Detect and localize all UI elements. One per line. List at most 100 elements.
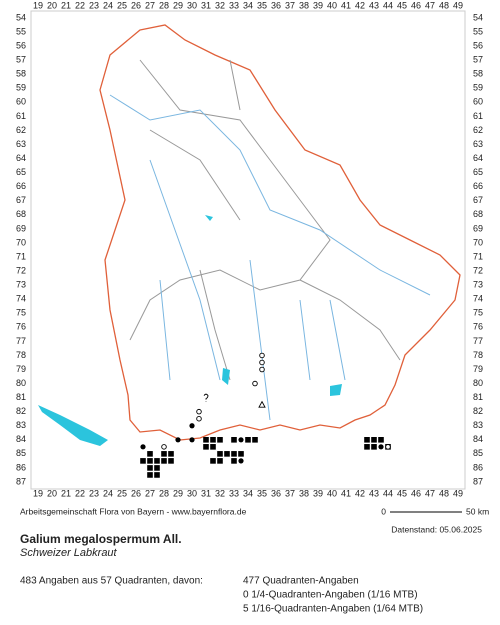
row-label: 75 [16, 308, 26, 318]
map-frame [30, 10, 466, 490]
column-label: 48 [439, 0, 449, 10]
row-label: 79 [473, 364, 483, 374]
column-label: 49 [453, 0, 463, 10]
district-borders [129, 59, 401, 381]
column-label: 26 [131, 0, 141, 10]
record-square [378, 437, 384, 443]
row-label: 84 [473, 434, 483, 444]
row-label: 69 [473, 223, 483, 233]
row-label: 85 [473, 448, 483, 458]
record-square [371, 437, 377, 443]
record-circle [259, 359, 265, 366]
record-square [161, 458, 167, 464]
record-circle [196, 415, 202, 422]
date: Datenstand: 05.06.2025 [391, 524, 482, 534]
column-label: 31 [201, 0, 211, 10]
column-label: 38 [299, 488, 309, 498]
row-label: 87 [473, 476, 483, 486]
row-label: 55 [473, 26, 483, 36]
record-square [364, 444, 370, 450]
row-label: 68 [16, 209, 26, 219]
column-label: 47 [425, 0, 435, 10]
row-label: 61 [473, 111, 483, 121]
record-square [217, 458, 223, 464]
record-circle [259, 352, 265, 359]
record-square [245, 437, 251, 443]
column-label: 46 [411, 488, 421, 498]
record-circle [161, 444, 167, 450]
column-label: 30 [187, 0, 197, 10]
species: Galium megalospermum All. [20, 532, 182, 546]
record-dot [378, 444, 384, 450]
row-label: 79 [16, 364, 26, 374]
record-square [203, 444, 209, 450]
record-circle [385, 444, 391, 450]
column-label: 44 [383, 488, 393, 498]
record-dot [147, 451, 153, 457]
column-label: 19 [33, 0, 43, 10]
record-dot [175, 437, 181, 443]
record-dot [189, 437, 195, 443]
column-label: 38 [299, 0, 309, 10]
column-label: 37 [285, 488, 295, 498]
row-label: 76 [473, 322, 483, 332]
common-name: Schweizer Labkraut [20, 547, 118, 559]
column-label: 20 [47, 0, 57, 10]
record-circle [259, 366, 265, 373]
row-label: 62 [473, 125, 483, 135]
summary: 483 Angaben aus 57 Quadranten, davon: [20, 576, 203, 587]
record-circle [196, 408, 202, 415]
row-label: 65 [473, 167, 483, 177]
row-label: 82 [16, 406, 26, 416]
row-label: 56 [473, 40, 483, 50]
row-label: 85 [16, 448, 26, 458]
record-dot [140, 444, 146, 450]
column-label: 36 [271, 488, 281, 498]
row-label: 63 [473, 139, 483, 149]
row-label: 64 [16, 153, 26, 163]
record-square [154, 472, 160, 478]
breakdown: 477 Quadranten-Angaben [243, 576, 359, 587]
column-label: 41 [341, 488, 351, 498]
row-label: 57 [473, 55, 483, 65]
column-label: 41 [341, 0, 351, 10]
record-square [140, 458, 146, 464]
grid: 19 19 20 20 21 21 22 22 23 23 24 24 25 25 26 26 27 27 28 28… [16, 0, 483, 498]
column-label: 42 [355, 488, 365, 498]
record-square [147, 472, 153, 478]
record-triangle [258, 400, 266, 408]
record-square [154, 465, 160, 471]
record-square [231, 451, 237, 457]
lake [38, 405, 108, 446]
row-label: 80 [473, 378, 483, 388]
row-label: 73 [473, 280, 483, 290]
column-label: 37 [285, 0, 295, 10]
records [140, 352, 391, 478]
row-label: 63 [16, 139, 26, 149]
record-dot [238, 437, 244, 443]
column-label: 45 [397, 488, 407, 498]
row-label: 62 [16, 125, 26, 135]
record-query [203, 393, 209, 402]
record-square [252, 437, 258, 443]
column-label: 26 [131, 488, 141, 498]
column-label: 47 [425, 488, 435, 498]
row-label: 72 [16, 265, 26, 275]
column-label: 29 [173, 488, 183, 498]
record-square [217, 437, 223, 443]
row-label: 81 [16, 392, 26, 402]
row-label: 72 [473, 265, 483, 275]
column-label: 19 [33, 488, 43, 498]
row-label: 86 [473, 462, 483, 472]
rivers [109, 94, 431, 421]
column-label: 32 [215, 488, 225, 498]
row-label: 73 [16, 280, 26, 290]
row-label: 83 [16, 420, 26, 430]
record-square [364, 437, 370, 443]
column-label: 21 [61, 488, 71, 498]
row-label: 59 [16, 83, 26, 93]
scale-start: 0 [381, 506, 386, 516]
record-square [224, 451, 230, 457]
record-square [161, 451, 167, 457]
row-label: 59 [473, 83, 483, 93]
